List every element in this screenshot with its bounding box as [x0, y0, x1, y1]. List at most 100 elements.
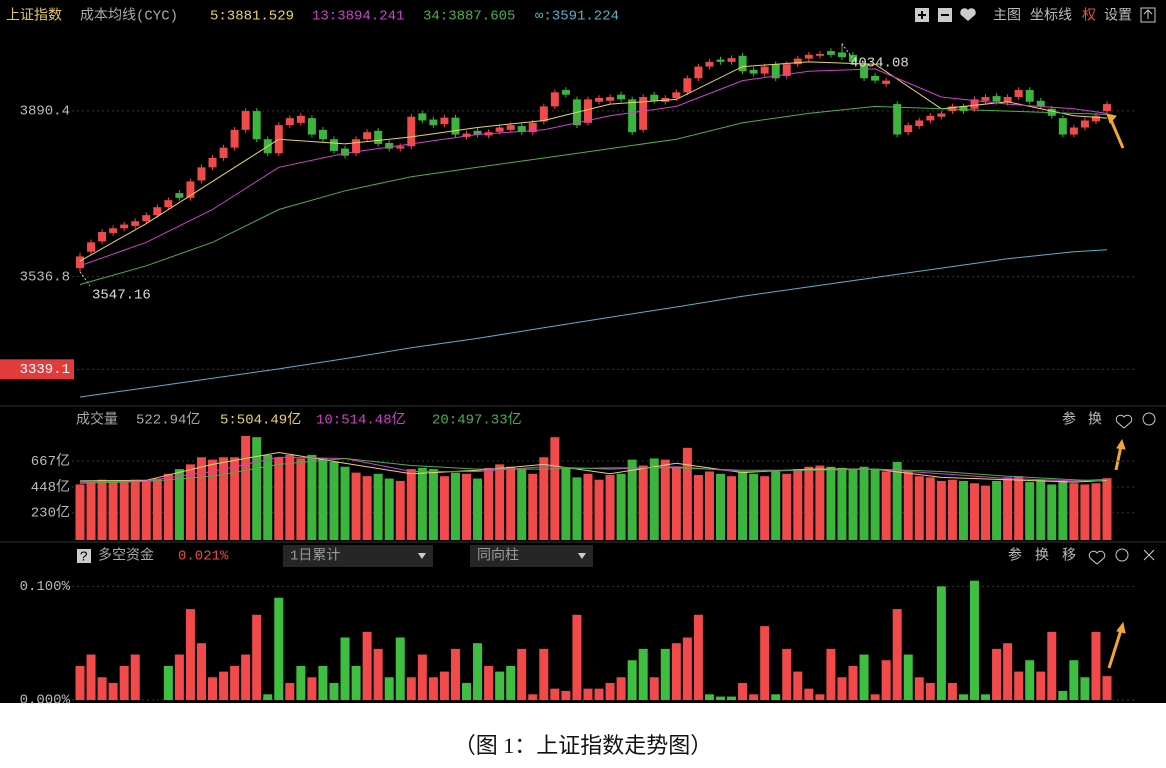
bar [517, 648, 527, 700]
bar [406, 469, 416, 540]
bar [605, 475, 615, 540]
bar [771, 694, 781, 700]
candle-body [440, 117, 449, 125]
zoom-in-glyph [918, 11, 926, 19]
bar [130, 654, 140, 700]
candle-body [860, 64, 869, 79]
chart-title: 上证指数 [6, 8, 62, 25]
bar [351, 665, 361, 700]
legend-entry: 34:3887.605 [423, 9, 515, 25]
toolbar-button[interactable]: 设置 [1104, 8, 1132, 25]
bar [804, 466, 814, 540]
candle-body [352, 139, 361, 154]
bar [119, 480, 129, 540]
bar [274, 597, 284, 700]
toolbar-icons[interactable] [915, 7, 1156, 23]
zoom-icon[interactable] [1115, 548, 1129, 562]
candle-body [341, 148, 350, 156]
candle-body [550, 92, 559, 107]
bar [119, 665, 129, 700]
bar [1036, 671, 1046, 700]
bar [550, 688, 560, 700]
candle-body [363, 132, 372, 140]
bar [97, 677, 107, 700]
bar [506, 665, 516, 700]
bar [760, 476, 770, 540]
favorite-icon[interactable] [1088, 550, 1106, 565]
bar [583, 473, 593, 540]
toolbar-button[interactable]: 主图 [993, 8, 1021, 25]
bar [1091, 631, 1101, 700]
candle-body [628, 99, 637, 133]
toolbar-button[interactable]: 参 [1008, 547, 1022, 565]
candle-body [1091, 115, 1100, 122]
candle-body [617, 94, 626, 100]
bar [881, 660, 891, 700]
bar [693, 614, 703, 700]
arrow-head [1116, 621, 1126, 634]
candle-body [804, 54, 813, 59]
legend: 5:504.49亿 10:514.48亿 20:497.33亿 [220, 412, 522, 429]
candle-body [738, 55, 747, 72]
bar [362, 631, 372, 700]
bar [340, 466, 350, 540]
favorite-icon[interactable] [1115, 414, 1133, 429]
bar [572, 614, 582, 700]
bar [1003, 477, 1013, 540]
toolbar-button[interactable]: 换 [1035, 547, 1049, 565]
y-tick-label: 0.000% [20, 693, 71, 709]
help-icon[interactable] [77, 549, 91, 563]
bar [1025, 482, 1035, 540]
candle-body [76, 256, 84, 269]
bar [892, 609, 902, 700]
bar [738, 472, 748, 540]
candle-body [241, 111, 250, 130]
bar [616, 473, 626, 540]
candle-body [374, 130, 383, 144]
bar [318, 458, 328, 540]
bar [539, 457, 549, 540]
candle-body [329, 139, 338, 151]
y-tick-label: 3536.8 [20, 269, 70, 285]
toolbar-button[interactable]: 权 [1082, 8, 1096, 25]
toolbar-button[interactable]: 移 [1062, 548, 1076, 565]
candle-body [893, 104, 902, 135]
dropdown[interactable] [470, 545, 593, 567]
bar [826, 466, 836, 540]
candle-body [462, 133, 471, 137]
candle-body [595, 97, 604, 102]
close-icon[interactable] [1143, 549, 1155, 561]
export-icon[interactable] [1140, 7, 1156, 23]
bar [473, 643, 483, 700]
panel-title: 成交量 [76, 411, 118, 429]
bar [671, 466, 681, 540]
candle-body [1058, 118, 1067, 135]
annotation-leader [79, 271, 91, 287]
bar [307, 677, 317, 700]
bar [605, 682, 615, 700]
toolbar-button[interactable]: 换 [1088, 411, 1102, 429]
bar [219, 457, 229, 540]
caption: （图 1：上证指数走势图） [454, 733, 713, 758]
candle-body [694, 66, 703, 79]
y-tick-label: 448亿 [31, 479, 70, 496]
bar [947, 682, 957, 700]
bar [417, 467, 427, 540]
bar [881, 471, 891, 540]
y-tick-label: 667亿 [31, 453, 70, 470]
bar [329, 682, 339, 700]
bar [958, 480, 968, 540]
toolbar-button[interactable]: 坐标线 [1030, 8, 1072, 25]
bar [870, 694, 880, 700]
bar [473, 478, 483, 540]
favorite-icon[interactable] [960, 8, 976, 21]
search-icon[interactable] [1142, 412, 1156, 426]
candle-body [1103, 104, 1111, 112]
candle-body [606, 97, 615, 101]
bar [395, 637, 405, 700]
bar [1080, 484, 1090, 540]
bar [936, 586, 946, 700]
dropdown[interactable] [283, 545, 433, 567]
bar [914, 476, 924, 540]
toolbar-button[interactable]: 参 [1062, 411, 1076, 429]
